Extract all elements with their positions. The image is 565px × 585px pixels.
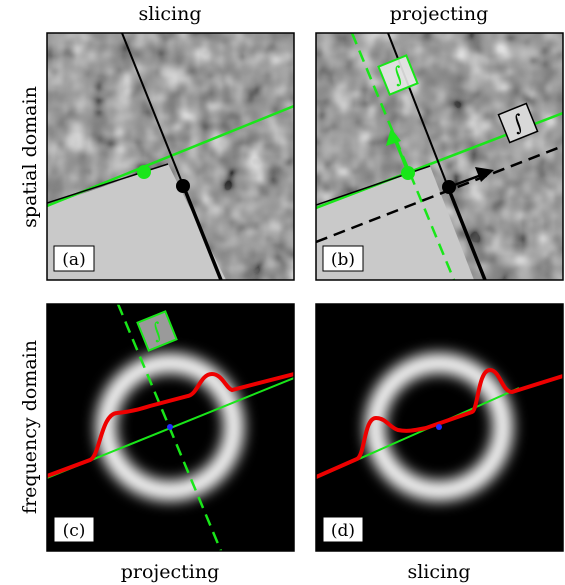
integral-box-black: ∫	[497, 102, 539, 144]
green-arrow	[392, 136, 410, 173]
column-label-bottom-projecting: projecting	[121, 561, 220, 583]
panel-b: ∫ ∫ (b)	[315, 32, 564, 281]
integral-box-green: ∫	[136, 310, 178, 352]
red-profile-curve	[47, 371, 294, 478]
red-profile-curve	[316, 367, 563, 479]
column-label-top-slicing: slicing	[138, 3, 201, 25]
center-point	[436, 424, 442, 430]
panel-d: (d)	[315, 303, 564, 552]
black-arrowhead	[475, 167, 494, 182]
black-dashed-line	[316, 144, 563, 244]
column-label-top-projecting: projecting	[390, 3, 489, 25]
panel-label-b: (b)	[331, 250, 355, 270]
spectrum-ring	[365, 353, 513, 501]
green-point	[137, 165, 151, 179]
row-label-spatial-domain: spatial domain	[19, 86, 41, 228]
green-arrowhead	[386, 128, 401, 146]
center-point	[167, 424, 173, 430]
green-point	[401, 166, 415, 180]
black-line-lower	[446, 186, 487, 280]
panel-label-c: (c)	[63, 521, 86, 541]
panel-a: (a)	[46, 32, 295, 281]
integral-box-green: ∫	[377, 54, 419, 96]
panel-label-a: (a)	[62, 250, 85, 270]
panel-c: ∫ (c)	[46, 303, 295, 552]
row-label-frequency-domain: frequency domain	[19, 340, 41, 514]
black-point	[442, 180, 456, 194]
black-line-upper	[121, 33, 184, 186]
panel-label-d: (d)	[331, 521, 355, 541]
black-point	[176, 179, 190, 193]
black-line-lower	[181, 184, 223, 280]
column-label-bottom-slicing: slicing	[407, 561, 470, 583]
